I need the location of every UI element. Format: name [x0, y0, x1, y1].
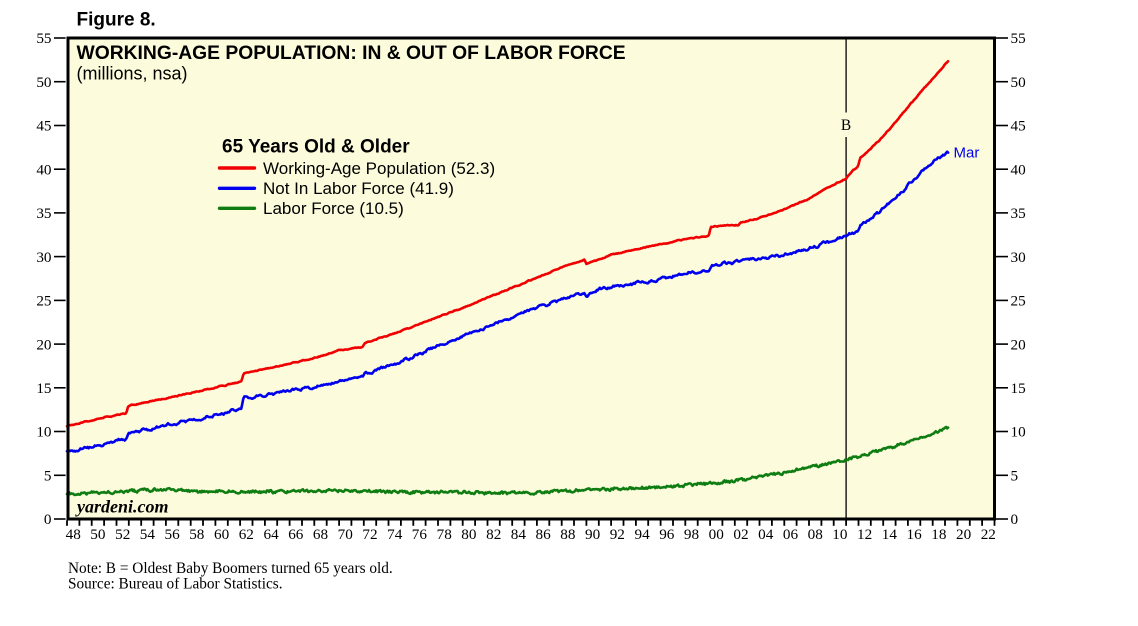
svg-text:20: 20 — [956, 526, 972, 543]
svg-text:10: 10 — [832, 526, 848, 543]
svg-text:56: 56 — [165, 526, 181, 543]
svg-text:20: 20 — [36, 336, 52, 353]
svg-text:16: 16 — [907, 526, 923, 543]
svg-text:00: 00 — [709, 526, 725, 543]
svg-text:15: 15 — [1011, 380, 1026, 397]
svg-text:55: 55 — [36, 30, 51, 47]
svg-text:40: 40 — [1011, 161, 1027, 178]
svg-text:18: 18 — [931, 526, 947, 543]
svg-text:54: 54 — [140, 526, 156, 543]
svg-text:Source: Bureau of Labor Statis: Source: Bureau of Labor Statistics. — [68, 576, 283, 593]
svg-text:80: 80 — [461, 526, 477, 543]
svg-text:68: 68 — [313, 526, 329, 543]
svg-text:90: 90 — [585, 526, 601, 543]
svg-text:78: 78 — [437, 526, 453, 543]
svg-text:35: 35 — [1011, 205, 1026, 222]
svg-text:88: 88 — [560, 526, 576, 543]
svg-text:22: 22 — [981, 526, 996, 543]
svg-text:52: 52 — [115, 526, 130, 543]
svg-text:50: 50 — [1011, 74, 1027, 91]
svg-text:96: 96 — [659, 526, 675, 543]
svg-text:Not In Labor Force (41.9): Not In Labor Force (41.9) — [263, 179, 454, 198]
svg-text:WORKING-AGE POPULATION: IN & O: WORKING-AGE POPULATION: IN & OUT OF LABO… — [77, 43, 626, 64]
svg-text:40: 40 — [36, 161, 52, 178]
svg-text:08: 08 — [808, 526, 824, 543]
svg-text:02: 02 — [733, 526, 748, 543]
svg-text:58: 58 — [189, 526, 205, 543]
svg-text:92: 92 — [610, 526, 625, 543]
svg-text:Mar: Mar — [954, 145, 980, 162]
svg-text:30: 30 — [1011, 249, 1027, 266]
svg-text:Note: B = Oldest Baby Boomers: Note: B = Oldest Baby Boomers turned 65 … — [68, 560, 393, 577]
svg-text:60: 60 — [214, 526, 230, 543]
svg-text:10: 10 — [36, 424, 52, 441]
svg-text:06: 06 — [783, 526, 799, 543]
svg-text:84: 84 — [511, 526, 527, 543]
svg-text:04: 04 — [758, 526, 774, 543]
svg-text:48: 48 — [66, 526, 82, 543]
svg-text:12: 12 — [857, 526, 872, 543]
svg-text:Figure 8.: Figure 8. — [77, 9, 156, 30]
svg-text:25: 25 — [36, 293, 51, 310]
svg-text:66: 66 — [288, 526, 304, 543]
svg-text:35: 35 — [36, 205, 51, 222]
svg-text:76: 76 — [412, 526, 428, 543]
svg-text:(millions, nsa): (millions, nsa) — [77, 63, 188, 83]
svg-text:45: 45 — [36, 118, 51, 135]
svg-text:Labor Force (10.5): Labor Force (10.5) — [263, 199, 404, 218]
svg-text:yardeni.com: yardeni.com — [75, 496, 169, 516]
svg-text:72: 72 — [362, 526, 377, 543]
svg-text:86: 86 — [536, 526, 552, 543]
svg-text:B: B — [841, 117, 851, 134]
svg-text:0: 0 — [1011, 511, 1019, 528]
svg-text:94: 94 — [635, 526, 651, 543]
svg-text:14: 14 — [882, 526, 898, 543]
svg-text:5: 5 — [44, 468, 52, 485]
svg-text:25: 25 — [1011, 293, 1026, 310]
svg-text:50: 50 — [36, 74, 52, 91]
svg-text:62: 62 — [239, 526, 254, 543]
svg-text:Working-Age Population (52.3): Working-Age Population (52.3) — [263, 159, 495, 178]
svg-text:98: 98 — [684, 526, 700, 543]
svg-text:45: 45 — [1011, 118, 1026, 135]
svg-text:65 Years Old & Older: 65 Years Old & Older — [222, 137, 410, 158]
svg-text:50: 50 — [90, 526, 106, 543]
svg-text:64: 64 — [264, 526, 280, 543]
svg-text:0: 0 — [44, 511, 52, 528]
svg-text:20: 20 — [1011, 336, 1027, 353]
svg-text:10: 10 — [1011, 424, 1027, 441]
svg-text:70: 70 — [338, 526, 354, 543]
svg-text:74: 74 — [387, 526, 403, 543]
svg-text:82: 82 — [486, 526, 501, 543]
svg-text:55: 55 — [1011, 30, 1026, 47]
svg-text:15: 15 — [36, 380, 51, 397]
svg-text:5: 5 — [1011, 468, 1019, 485]
svg-text:30: 30 — [36, 249, 52, 266]
